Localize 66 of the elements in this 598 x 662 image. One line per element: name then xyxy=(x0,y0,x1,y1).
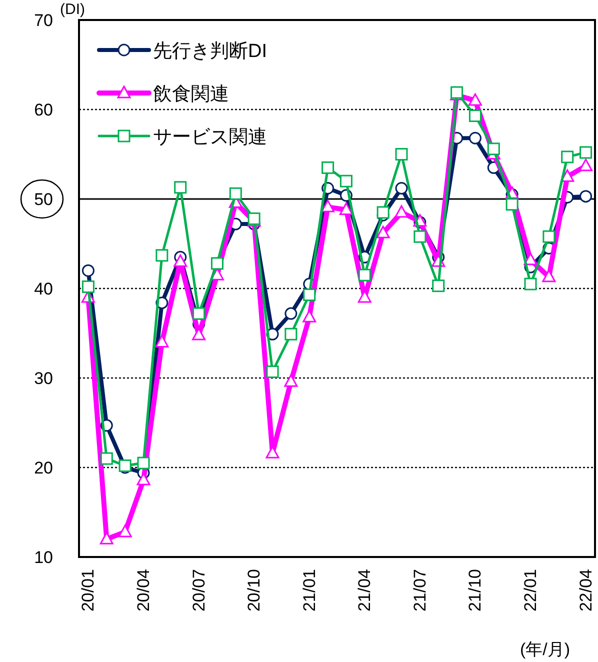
point xyxy=(136,472,150,486)
x-tick-label: 20/01 xyxy=(78,569,98,612)
point xyxy=(284,307,298,320)
point xyxy=(339,202,353,215)
point xyxy=(100,452,113,465)
point xyxy=(506,198,518,211)
y-tick-label: 50 xyxy=(34,190,53,209)
point xyxy=(579,158,593,172)
legend-label: サービス関連 xyxy=(153,127,267,148)
point xyxy=(395,148,408,160)
point xyxy=(487,142,500,156)
x-tick-label: 20/04 xyxy=(134,569,153,612)
point xyxy=(580,146,592,159)
point xyxy=(340,174,352,188)
point xyxy=(580,190,592,203)
point xyxy=(284,374,298,387)
x-tick-label: 20/07 xyxy=(189,569,208,612)
point xyxy=(174,181,187,194)
point xyxy=(376,226,390,238)
point xyxy=(174,254,188,267)
point xyxy=(321,200,335,212)
y-tick-label: 40 xyxy=(34,280,53,298)
x-tick-label: 20/10 xyxy=(244,569,264,612)
x-tick-label: 21/01 xyxy=(300,569,319,612)
point xyxy=(468,132,482,144)
x-tick-label: 22/01 xyxy=(521,569,540,612)
y-tick-label: 30 xyxy=(34,369,53,388)
y-tick-label: 70 xyxy=(34,11,53,30)
x-tick-label: 21/10 xyxy=(466,569,485,612)
point xyxy=(468,110,482,122)
point xyxy=(376,206,390,219)
point xyxy=(266,365,279,378)
point xyxy=(82,280,94,293)
y-axis-title: (DI) xyxy=(60,1,85,18)
point xyxy=(561,150,574,164)
point xyxy=(303,288,316,302)
y-tick-label: 20 xyxy=(34,458,53,478)
point xyxy=(414,230,426,243)
point xyxy=(468,93,482,106)
point xyxy=(524,252,538,266)
point xyxy=(395,182,408,195)
point xyxy=(322,161,334,174)
point xyxy=(542,270,556,282)
x-tick-label: 22/04 xyxy=(576,569,596,612)
y-tick-label: 60 xyxy=(34,100,53,120)
point xyxy=(155,334,169,348)
point xyxy=(192,307,206,320)
point xyxy=(358,268,371,282)
y-tick-label: 10 xyxy=(34,548,53,567)
point xyxy=(156,249,168,262)
x-tick-label: 21/04 xyxy=(355,569,374,612)
point xyxy=(542,230,556,243)
x-tick-label: 21/07 xyxy=(410,569,430,612)
point xyxy=(82,264,94,277)
x-axis-title: (年/月) xyxy=(520,640,570,659)
point xyxy=(302,310,316,322)
point xyxy=(284,328,298,340)
point xyxy=(229,187,242,200)
point xyxy=(560,169,574,182)
point xyxy=(118,524,132,538)
point xyxy=(394,205,408,218)
point xyxy=(524,278,537,290)
point xyxy=(137,456,150,470)
legend-label: 飲食関連 xyxy=(153,84,229,105)
point xyxy=(432,280,445,292)
legend-label: 先行き判断DI xyxy=(153,41,267,62)
